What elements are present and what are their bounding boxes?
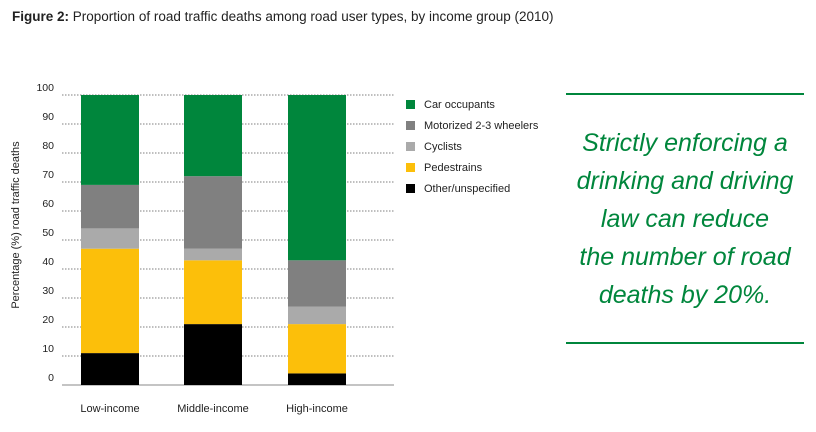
bar-low-income-cyclists bbox=[81, 228, 139, 249]
callout-line-4: the number of road bbox=[579, 242, 791, 271]
legend-swatch bbox=[406, 121, 415, 130]
legend-item-other-unspecified: Other/unspecified bbox=[406, 178, 538, 199]
bar-high-income-cyclists bbox=[288, 306, 346, 325]
bar-middle-income-pedestrains bbox=[184, 260, 242, 325]
callout-line-1: Strictly enforcing a bbox=[582, 128, 788, 157]
figure-caption: Proportion of road traffic deaths among … bbox=[72, 9, 554, 24]
callout-line-5: deaths by 20%. bbox=[598, 280, 772, 309]
callout-line-3: law can reduce bbox=[600, 204, 770, 233]
legend-swatch bbox=[406, 163, 415, 172]
legend-swatch bbox=[406, 142, 415, 151]
legend-label: Other/unspecified bbox=[424, 182, 511, 195]
bar-low-income-other-unspecified bbox=[81, 353, 139, 385]
figure-title: Figure 2: Proportion of road traffic dea… bbox=[12, 9, 554, 24]
y-tick-label-90: 90 bbox=[42, 111, 54, 123]
chart-legend: Car occupants Motorized 2-3 wheelers Cycli… bbox=[406, 94, 538, 199]
bar-high-income-other-unspecified bbox=[288, 373, 346, 385]
bar-middle-income-cyclists bbox=[184, 248, 242, 261]
y-tick-label-100: 100 bbox=[36, 82, 54, 94]
legend-item-car-occupants: Car occupants bbox=[406, 94, 538, 115]
y-tick-label-20: 20 bbox=[42, 314, 54, 326]
bar-high-income-motorized-2-3-wheelers bbox=[288, 260, 346, 307]
bar-middle-income-motorized-2-3-wheelers bbox=[184, 176, 242, 249]
figure-label: Figure 2: bbox=[12, 9, 70, 24]
callout-line-2: drinking and driving bbox=[576, 166, 794, 195]
x-tick-label-low-income: Low-income bbox=[80, 403, 139, 415]
bar-high-income-pedestrains bbox=[288, 324, 346, 374]
bar-low-income-motorized-2-3-wheelers bbox=[81, 184, 139, 229]
y-tick-label-30: 30 bbox=[42, 285, 54, 297]
callout-text: Strictly enforcing a drinking and drivin… bbox=[566, 124, 804, 314]
bar-low-income-pedestrains bbox=[81, 248, 139, 354]
legend-swatch bbox=[406, 184, 415, 193]
legend-swatch bbox=[406, 100, 415, 109]
y-tick-label-70: 70 bbox=[42, 169, 54, 181]
y-tick-label-50: 50 bbox=[42, 227, 54, 239]
legend-label: Pedestrains bbox=[424, 161, 483, 174]
callout-box: Strictly enforcing a drinking and drivin… bbox=[566, 93, 804, 344]
bar-high-income-car-occupants bbox=[288, 95, 346, 261]
bar-middle-income-other-unspecified bbox=[184, 324, 242, 385]
bar-low-income-car-occupants bbox=[81, 95, 139, 185]
y-tick-label-60: 60 bbox=[42, 198, 54, 210]
legend-item-cyclists: Cyclists bbox=[406, 136, 538, 157]
y-tick-label-10: 10 bbox=[42, 343, 54, 355]
legend-item-motorized-2-3-wheelers: Motorized 2-3 wheelers bbox=[406, 115, 538, 136]
y-tick-label-40: 40 bbox=[42, 256, 54, 268]
y-axis-label: Percentage (%) road traffic deaths bbox=[10, 141, 22, 309]
y-tick-label-0: 0 bbox=[48, 372, 54, 384]
x-tick-label-middle-income: Middle-income bbox=[177, 403, 249, 415]
legend-item-pedestrains: Pedestrains bbox=[406, 157, 538, 178]
legend-label: Car occupants bbox=[424, 98, 495, 111]
bar-middle-income-car-occupants bbox=[184, 95, 242, 177]
y-tick-label-80: 80 bbox=[42, 140, 54, 152]
legend-label: Motorized 2-3 wheelers bbox=[424, 119, 539, 132]
x-tick-label-high-income: High-income bbox=[286, 403, 348, 415]
legend-label: Cyclists bbox=[424, 140, 462, 153]
